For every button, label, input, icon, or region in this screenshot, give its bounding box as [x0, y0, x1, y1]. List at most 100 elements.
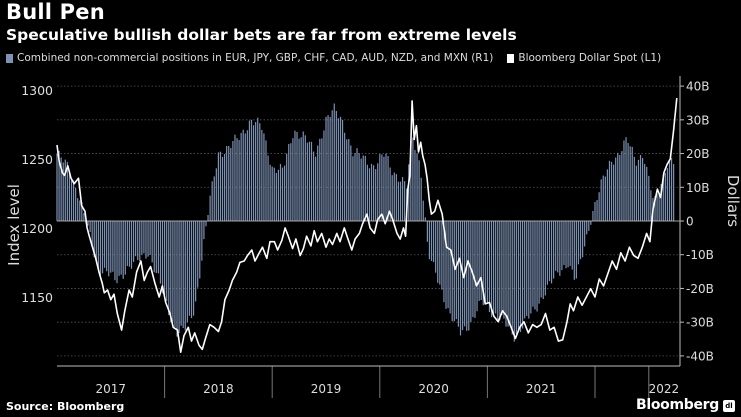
position-bar — [72, 180, 75, 221]
position-bar — [182, 221, 184, 329]
position-bar — [404, 181, 406, 221]
position-bar — [124, 221, 126, 275]
position-bar — [321, 138, 323, 221]
x-axis-labels: 2017 2018 2019 2020 2021 2022 — [96, 382, 680, 396]
position-bar — [381, 154, 383, 221]
position-bar — [437, 221, 439, 283]
position-bar — [87, 221, 89, 226]
position-bar — [163, 221, 166, 296]
position-bar — [399, 181, 402, 221]
position-bar — [468, 221, 470, 331]
position-bar — [143, 221, 145, 254]
position-bar — [629, 146, 631, 221]
position-bar — [439, 221, 441, 285]
position-bar — [530, 221, 532, 314]
position-bar — [478, 221, 480, 301]
position-bar — [644, 163, 646, 221]
position-bar — [561, 221, 563, 271]
position-bar — [211, 181, 213, 221]
position-bar — [269, 164, 271, 221]
position-bar — [536, 221, 538, 312]
position-bar — [224, 154, 226, 221]
position-bar — [565, 221, 567, 269]
position-bar — [658, 193, 660, 221]
position-bar — [147, 221, 149, 257]
position-bar — [511, 221, 513, 335]
position-bar — [432, 221, 435, 263]
position-bar — [635, 165, 637, 221]
position-bar — [420, 177, 422, 221]
position-bar — [646, 166, 648, 221]
position-bar — [346, 139, 348, 221]
position-bar — [128, 221, 131, 267]
position-bar — [114, 221, 116, 281]
right-tick-label: 10B — [686, 181, 710, 195]
position-bar — [97, 221, 99, 269]
position-bar — [62, 162, 64, 221]
position-bar — [126, 221, 128, 267]
position-bar — [99, 221, 102, 276]
position-bar — [445, 221, 447, 309]
position-bar — [137, 221, 139, 261]
position-bar — [286, 153, 288, 221]
position-bar — [493, 221, 495, 314]
position-bar — [110, 221, 112, 273]
position-bar — [205, 221, 207, 227]
position-bar — [453, 221, 455, 322]
position-bar — [323, 130, 325, 221]
position-bar — [451, 221, 453, 322]
position-bar — [588, 221, 590, 231]
position-bar — [664, 172, 666, 221]
position-bar — [155, 221, 157, 274]
x-tick-label: 2022 — [649, 382, 680, 396]
position-bar — [217, 152, 219, 221]
position-bar — [56, 153, 58, 221]
position-bar — [145, 221, 147, 259]
chart-subtitle: Speculative bullish dollar bets are far … — [6, 26, 517, 44]
position-bar — [457, 221, 460, 327]
position-bar — [517, 221, 520, 330]
position-bar — [416, 153, 418, 221]
position-bar — [215, 168, 217, 221]
position-bar — [60, 157, 62, 221]
position-bar — [472, 221, 474, 318]
position-bar — [383, 156, 385, 221]
position-bar — [534, 221, 536, 310]
position-bar — [379, 154, 381, 221]
position-bar — [234, 134, 236, 221]
position-bar — [292, 138, 294, 221]
position-bar — [641, 157, 644, 221]
legend-swatch-positions — [6, 53, 13, 63]
position-bar — [604, 176, 606, 221]
position-bar — [673, 164, 675, 221]
position-bar — [430, 221, 433, 262]
position-bar — [170, 221, 172, 323]
position-bar — [116, 221, 118, 284]
position-bar — [83, 213, 85, 221]
position-bar — [393, 172, 395, 221]
position-bar — [302, 131, 304, 221]
position-bar — [654, 195, 656, 221]
chart-plot: 1150 1200 1250 1300 -40B -30B -20B -10B 0 10B 20B… — [5, 76, 741, 398]
position-bar — [540, 221, 542, 298]
position-bar — [670, 158, 673, 221]
position-bar — [103, 221, 106, 268]
position-bar — [75, 187, 77, 221]
position-bar — [350, 145, 352, 221]
position-bar — [606, 169, 609, 221]
position-bar — [524, 221, 526, 319]
left-tick-label: 1200 — [21, 221, 53, 236]
position-bar — [354, 153, 356, 221]
position-bar — [428, 221, 431, 260]
position-bar — [174, 221, 176, 328]
position-bar — [192, 221, 195, 316]
position-bar — [668, 159, 671, 221]
position-bar — [331, 110, 333, 221]
position-bar — [201, 221, 203, 261]
position-bar — [101, 221, 104, 274]
position-bar — [296, 131, 298, 221]
right-tick-label: 30B — [686, 113, 710, 127]
position-bar — [58, 150, 60, 221]
position-bar — [337, 118, 340, 221]
position-bar — [203, 221, 205, 240]
